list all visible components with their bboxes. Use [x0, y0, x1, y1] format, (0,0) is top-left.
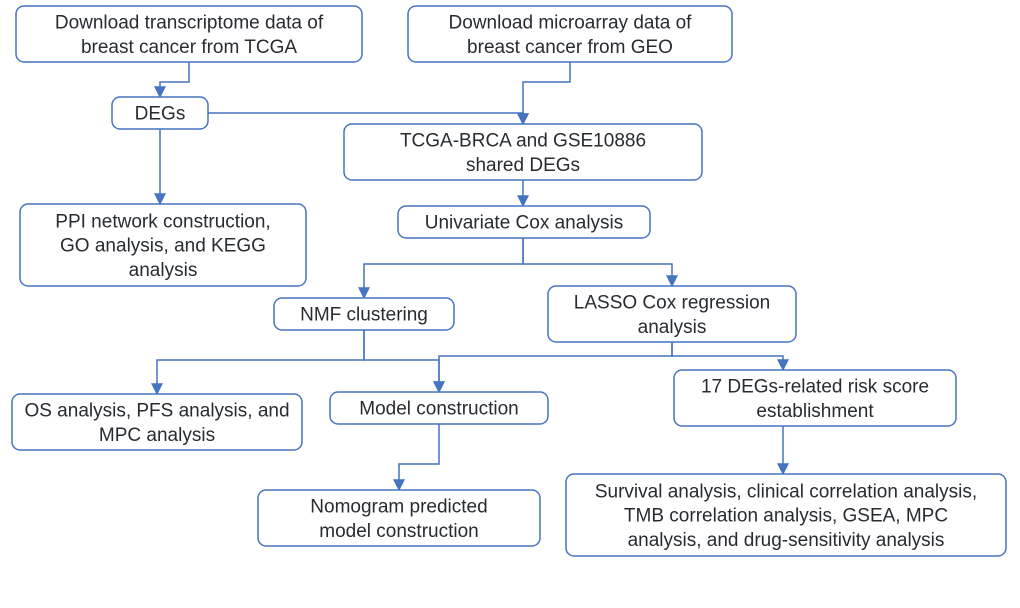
flow-edge [364, 238, 523, 298]
flow-edge [157, 330, 364, 394]
flow-edge [160, 62, 189, 97]
flow-node-n9: 17 DEGs-related risk scoreestablishment [674, 370, 956, 426]
flow-node-label: Univariate Cox analysis [425, 213, 624, 234]
flow-node-label: NMF clustering [300, 305, 428, 326]
flow-node-n8: LASSO Cox regressionanalysis [548, 286, 796, 342]
flow-node-label: Survival analysis, clinical correlation … [595, 481, 977, 551]
flow-node-n2: Download microarray data ofbreast cancer… [408, 6, 732, 62]
flow-node-n13: Survival analysis, clinical correlation … [566, 474, 1006, 556]
flow-node-n12: Nomogram predictedmodel construction [258, 490, 540, 546]
flow-node-n6: Univariate Cox analysis [398, 206, 650, 238]
flow-node-n3: DEGs [112, 97, 208, 129]
flow-node-label: Model construction [359, 399, 518, 420]
flow-node-n11: Model construction [330, 392, 548, 424]
flow-node-n10: OS analysis, PFS analysis, andMPC analys… [12, 394, 302, 450]
flow-node-n5: PPI network construction,GO analysis, an… [20, 204, 306, 286]
flow-edge [399, 424, 439, 490]
flow-edge [208, 113, 523, 124]
flow-edge [364, 330, 439, 392]
flow-node-n4: TCGA-BRCA and GSE10886shared DEGs [344, 124, 702, 180]
flow-node-label: DEGs [135, 104, 186, 125]
flow-edge [672, 342, 783, 370]
flow-node-n1: Download transcriptome data ofbreast can… [16, 6, 362, 62]
flow-edge [523, 62, 570, 124]
flow-node-n7: NMF clustering [274, 298, 454, 330]
flow-edge [439, 342, 672, 392]
flow-edge [523, 238, 672, 286]
